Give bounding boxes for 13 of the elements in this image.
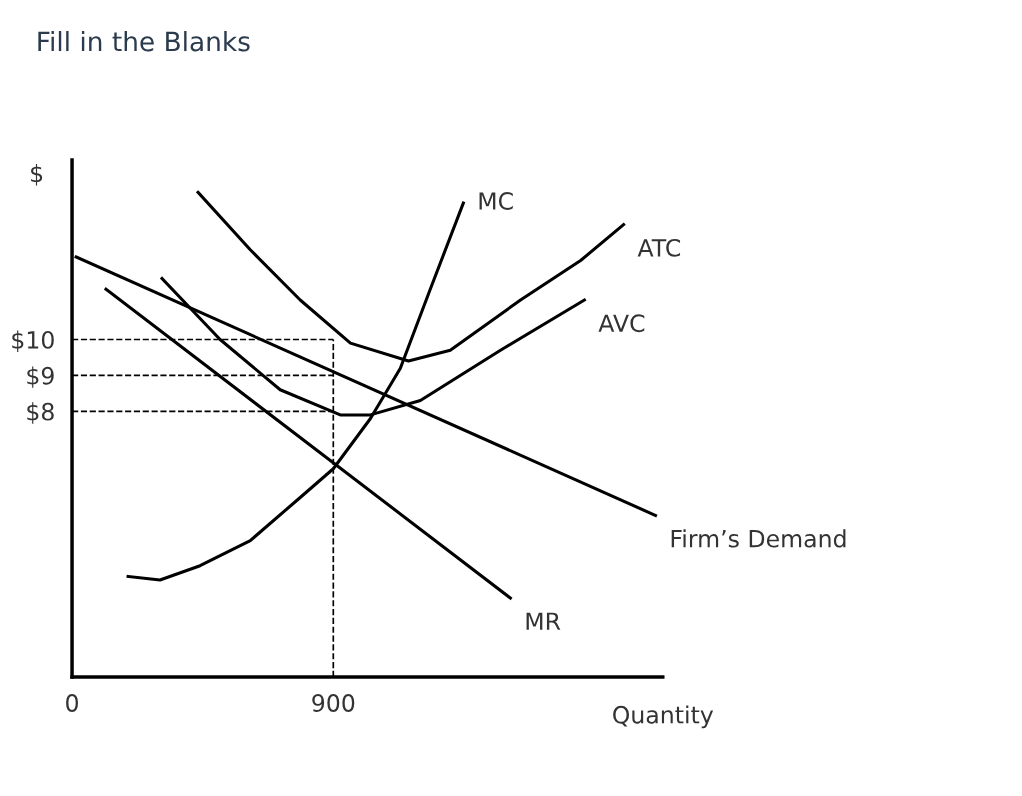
series-label: Firm’s Demand	[671, 529, 846, 548]
x-axis-title: Quantity	[613, 705, 714, 729]
y-tick-label: $10	[12, 330, 54, 352]
series-label: MC	[479, 192, 513, 210]
x-tick-label: 900	[312, 694, 355, 712]
y-axis-title: $	[31, 164, 43, 186]
chart-title: Fill in the Blanks	[38, 31, 250, 52]
y-tick-label: $8	[27, 402, 54, 424]
series-label: AVC	[598, 314, 645, 333]
series-label: ATC	[637, 238, 681, 257]
y-tick-label: $9	[27, 366, 54, 388]
series-label: MR	[526, 612, 561, 630]
x-tick-label: 0	[66, 694, 78, 712]
